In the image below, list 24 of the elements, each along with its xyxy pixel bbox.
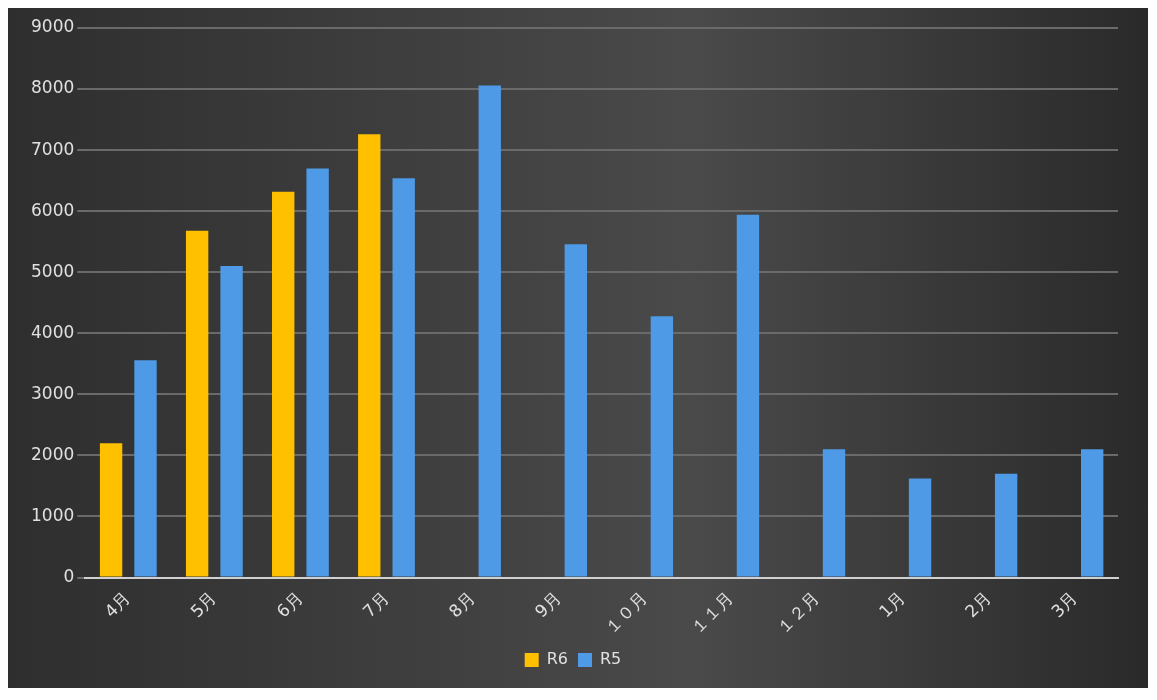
x-tick-label: 3月 xyxy=(1047,587,1081,622)
y-tick-label: 9000 xyxy=(31,16,75,37)
x-tick-label: 6月 xyxy=(272,587,307,622)
x-tick-label: １０月 xyxy=(600,587,651,638)
x-tick-label: １１月 xyxy=(686,587,737,638)
x-tick-label: 7月 xyxy=(358,587,393,622)
legend-label: R5 xyxy=(600,649,622,669)
y-tick-label: 2000 xyxy=(31,443,75,464)
y-tick-label: 7000 xyxy=(31,138,75,159)
y-tick-label: 3000 xyxy=(31,382,75,403)
y-tick-label: 1000 xyxy=(31,504,75,525)
x-tick-label: 8月 xyxy=(444,587,479,622)
legend-label: R6 xyxy=(546,649,568,669)
y-tick-label: 5000 xyxy=(31,260,75,281)
x-tick-label: 1月 xyxy=(874,587,909,622)
y-tick-label: 0 xyxy=(63,565,75,586)
x-tick-label: 5月 xyxy=(186,587,221,622)
x-tick-label: 2月 xyxy=(961,587,995,622)
y-tick-label: 6000 xyxy=(31,199,75,220)
y-tick-label: 8000 xyxy=(31,77,75,98)
x-tick-label: 9月 xyxy=(530,587,565,622)
x-tick-label: 4月 xyxy=(100,587,135,622)
y-tick-label: 4000 xyxy=(31,321,75,342)
x-tick-label: １２月 xyxy=(772,587,823,638)
